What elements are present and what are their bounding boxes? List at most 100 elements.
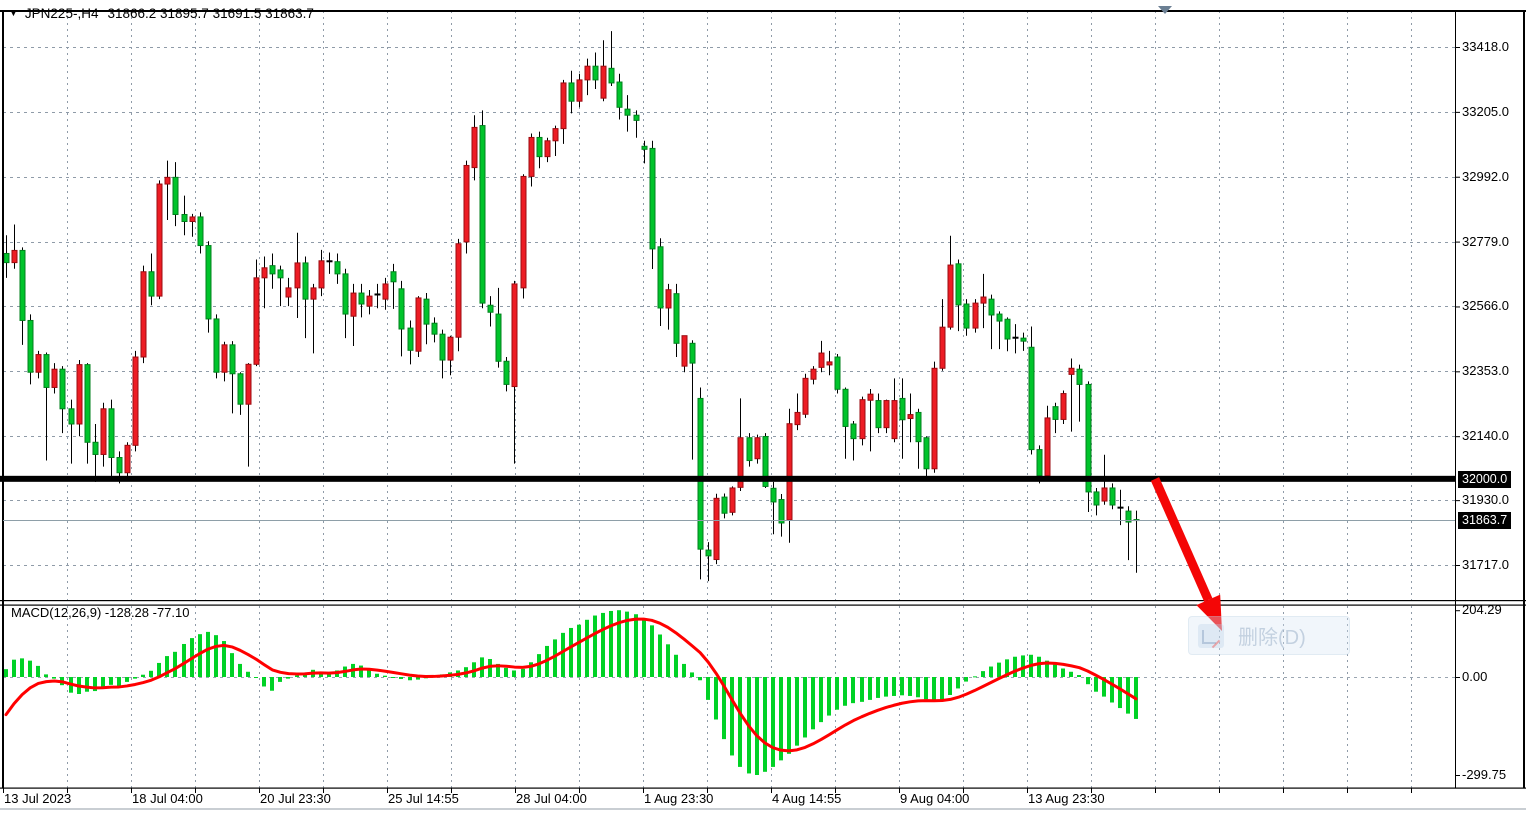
bearish-candle[interactable] <box>326 260 333 263</box>
bearish-candle[interactable] <box>1125 510 1132 523</box>
bullish-candle[interactable] <box>584 65 591 81</box>
bearish-candle[interactable] <box>398 288 405 330</box>
bearish-candle[interactable] <box>1012 336 1019 339</box>
bearish-candle[interactable] <box>641 145 648 150</box>
bullish-candle[interactable] <box>729 487 736 513</box>
bearish-candle[interactable] <box>1093 491 1100 506</box>
bullish-candle[interactable] <box>245 363 252 405</box>
bearish-candle[interactable] <box>842 388 849 427</box>
bearish-candle[interactable] <box>84 364 91 443</box>
bearish-candle[interactable] <box>358 292 365 305</box>
bullish-candle[interactable] <box>310 287 317 300</box>
bullish-candle[interactable] <box>520 175 527 289</box>
bullish-candle[interactable] <box>294 262 301 289</box>
bearish-candle[interactable] <box>172 176 179 215</box>
bearish-candle[interactable] <box>850 423 857 440</box>
bearish-candle[interactable] <box>1052 406 1059 420</box>
bearish-candle[interactable] <box>762 435 769 487</box>
bearish-candle[interactable] <box>439 333 446 361</box>
bearish-candle[interactable] <box>963 303 970 329</box>
bearish-candle[interactable] <box>616 81 623 108</box>
bullish-candle[interactable] <box>511 283 518 388</box>
bearish-candle[interactable] <box>834 356 841 390</box>
macd-panel[interactable] <box>4 610 1138 776</box>
bullish-candle[interactable] <box>76 364 83 425</box>
bullish-candle[interactable] <box>51 368 58 388</box>
bearish-candle[interactable] <box>503 360 510 385</box>
bearish-candle[interactable] <box>778 499 785 524</box>
bearish-candle[interactable] <box>487 304 494 313</box>
bearish-candle[interactable] <box>479 125 486 304</box>
bullish-candle[interactable] <box>867 393 874 401</box>
bearish-candle[interactable] <box>407 327 414 351</box>
bearish-candle[interactable] <box>697 397 704 550</box>
bearish-candle[interactable] <box>237 373 244 405</box>
bullish-candle[interactable] <box>980 296 987 304</box>
bearish-candle[interactable] <box>608 67 615 84</box>
bearish-candle[interactable] <box>423 298 430 325</box>
bearish-candle[interactable] <box>92 441 99 455</box>
bullish-candle[interactable] <box>1101 487 1108 502</box>
bearish-candle[interactable] <box>915 411 922 443</box>
bullish-candle[interactable] <box>737 437 744 488</box>
bearish-candle[interactable] <box>148 271 155 297</box>
bearish-candle[interactable] <box>770 487 777 503</box>
bullish-candle[interactable] <box>318 260 325 289</box>
bullish-candle[interactable] <box>681 335 688 367</box>
bullish-candle[interactable] <box>253 277 260 365</box>
bearish-candle[interactable] <box>1085 383 1092 493</box>
bullish-candle[interactable] <box>35 354 42 373</box>
bullish-candle[interactable] <box>221 344 228 373</box>
bearish-candle[interactable] <box>197 216 204 247</box>
bearish-candle[interactable] <box>624 108 631 116</box>
bearish-candle[interactable] <box>923 437 930 470</box>
bearish-candle[interactable] <box>657 246 664 309</box>
bearish-candle[interactable] <box>875 400 882 429</box>
bearish-candle[interactable] <box>746 437 753 462</box>
bearish-candle[interactable] <box>1004 318 1011 340</box>
bullish-candle[interactable] <box>1068 367 1075 375</box>
bullish-candle[interactable] <box>1044 417 1051 477</box>
bearish-candle[interactable] <box>431 322 438 335</box>
bullish-candle[interactable] <box>455 243 462 338</box>
bearish-candle[interactable] <box>334 261 341 275</box>
bullish-candle[interactable] <box>576 79 583 102</box>
bearish-candle[interactable] <box>955 263 962 306</box>
bullish-candle[interactable] <box>382 283 389 300</box>
bullish-candle[interactable] <box>665 289 672 309</box>
bullish-candle[interactable] <box>947 264 954 328</box>
bearish-candle[interactable] <box>342 273 349 315</box>
bullish-candle[interactable] <box>810 368 817 380</box>
bullish-candle[interactable] <box>794 411 801 426</box>
bearish-candle[interactable] <box>302 262 309 300</box>
bearish-candle[interactable] <box>1028 346 1035 451</box>
bearish-candle[interactable] <box>649 147 656 250</box>
bearish-candle[interactable] <box>374 293 381 296</box>
bearish-candle[interactable] <box>108 408 115 459</box>
shift-marker-icon[interactable] <box>1158 6 1172 14</box>
bearish-candle[interactable] <box>59 368 66 410</box>
bullish-candle[interactable] <box>528 136 535 177</box>
bullish-candle[interactable] <box>754 437 761 460</box>
bearish-candle[interactable] <box>996 313 1003 322</box>
bearish-candle[interactable] <box>1036 449 1043 477</box>
bearish-candle[interactable] <box>721 496 728 514</box>
bullish-candle[interactable] <box>415 297 422 352</box>
trend-arrow-shaft[interactable] <box>1150 477 1213 602</box>
bullish-candle[interactable] <box>802 377 809 415</box>
bullish-candle[interactable] <box>132 356 139 446</box>
bullish-candle[interactable] <box>140 271 147 358</box>
bullish-candle[interactable] <box>350 292 357 317</box>
bullish-candle[interactable] <box>164 176 171 185</box>
bearish-candle[interactable] <box>43 354 50 388</box>
bullish-candle[interactable] <box>786 423 793 521</box>
bearish-candle[interactable] <box>269 265 276 275</box>
bearish-candle[interactable] <box>205 245 212 320</box>
bearish-candle[interactable] <box>1020 337 1027 342</box>
bullish-candle[interactable] <box>931 367 938 470</box>
bullish-candle[interactable] <box>552 128 559 142</box>
bullish-candle[interactable] <box>818 352 825 368</box>
bullish-candle[interactable] <box>366 295 373 307</box>
bullish-candle[interactable] <box>100 408 107 455</box>
